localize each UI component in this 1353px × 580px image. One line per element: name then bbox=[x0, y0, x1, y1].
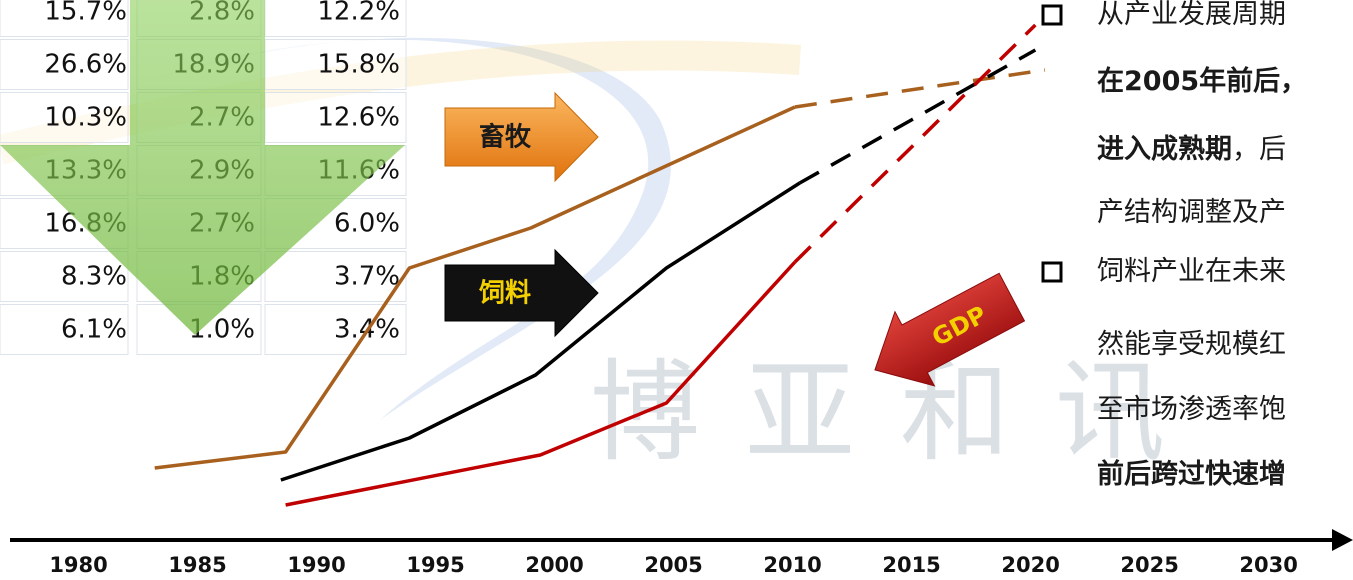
series-line bbox=[285, 260, 797, 507]
plot: 1980 1985 1990 1995 2000 2005 2010 2015 2020 2025… bbox=[10, 23, 1353, 577]
table-cell bbox=[264, 304, 407, 355]
note-text: 前后跨过快速增 bbox=[1097, 458, 1286, 490]
cell-text: 3.7% bbox=[334, 262, 400, 292]
projection-line bbox=[798, 48, 1037, 185]
series-label: 畜牧 bbox=[479, 122, 532, 153]
note-line: 然能享受规模红 bbox=[1097, 329, 1286, 360]
table-cell bbox=[264, 251, 407, 302]
cell-text: 15.8% bbox=[317, 50, 400, 80]
table-cell bbox=[264, 39, 407, 90]
table-cell bbox=[0, 92, 129, 143]
cell-text: 12.6% bbox=[317, 103, 400, 133]
down-arrow bbox=[0, 0, 405, 335]
cell-text: 12.2% bbox=[317, 0, 400, 27]
note-line: 从产业发展周期 bbox=[1097, 0, 1286, 30]
note-line: 在2005年前后， bbox=[1097, 65, 1307, 97]
table-cell bbox=[0, 39, 129, 90]
table-cell bbox=[0, 304, 129, 355]
series-line bbox=[154, 105, 796, 470]
cell-text: 6.0% bbox=[334, 209, 400, 239]
notes: 从产业发展周期在2005年前后，进入成熟期，后产结构调整及产饲料产业在未来然能享… bbox=[1041, 0, 1307, 490]
x-tick-label: 1995 bbox=[406, 553, 464, 577]
x-tick-label: 2005 bbox=[644, 553, 702, 577]
table-cell bbox=[264, 92, 407, 143]
cell-text: 15.7% bbox=[44, 0, 127, 27]
label-arrow bbox=[444, 91, 599, 183]
x-tick-label: 1985 bbox=[168, 553, 226, 577]
label-arrow bbox=[444, 248, 599, 338]
x-tick-label: 1990 bbox=[287, 553, 345, 577]
x-tick-label: 2010 bbox=[763, 553, 821, 577]
note-text: 饲料产业在未来 bbox=[1097, 256, 1286, 287]
note-text: 从产业发展周期 bbox=[1097, 0, 1286, 30]
note-text: 在2005年前后， bbox=[1097, 65, 1307, 97]
cell-text: 8.3% bbox=[61, 262, 127, 292]
bullet bbox=[1041, 4, 1063, 26]
x-tick-label: 2000 bbox=[525, 553, 583, 577]
projection-line bbox=[793, 23, 1037, 264]
note-line: 至市场渗透率饱 bbox=[1097, 394, 1286, 425]
x-tick-label: 2015 bbox=[882, 553, 940, 577]
x-axis-arrow bbox=[1332, 529, 1353, 551]
note-text: ，后 bbox=[1232, 134, 1286, 165]
cell-text: 10.3% bbox=[44, 103, 127, 133]
series-label: 饲料 bbox=[478, 279, 531, 309]
x-tick-label: 2030 bbox=[1239, 553, 1297, 577]
bullet bbox=[1041, 261, 1063, 283]
table-cell bbox=[0, 251, 129, 302]
table-cell bbox=[0, 0, 129, 37]
note-line: 前后跨过快速增 bbox=[1097, 458, 1286, 490]
note-text: 进入成熟期 bbox=[1097, 133, 1232, 165]
projection-line bbox=[794, 68, 1046, 109]
label-arrow: GDP bbox=[874, 272, 1026, 387]
note-text: 然能享受规模红 bbox=[1097, 329, 1286, 360]
series-line bbox=[280, 181, 801, 482]
note-text: 至市场渗透率饱 bbox=[1097, 394, 1286, 425]
x-tick-label: 2025 bbox=[1120, 553, 1178, 577]
x-tick-label: 1980 bbox=[49, 553, 107, 577]
cell-text: 26.6% bbox=[44, 50, 127, 80]
x-tick-label: 2020 bbox=[1001, 553, 1059, 577]
note-line: 产结构调整及产 bbox=[1097, 197, 1286, 228]
note-text: 产结构调整及产 bbox=[1097, 197, 1286, 228]
cell-text: 6.1% bbox=[61, 315, 127, 345]
note-line: 进入成熟期，后 bbox=[1097, 133, 1286, 165]
note-line: 饲料产业在未来 bbox=[1097, 256, 1286, 287]
table-cell bbox=[264, 0, 407, 37]
